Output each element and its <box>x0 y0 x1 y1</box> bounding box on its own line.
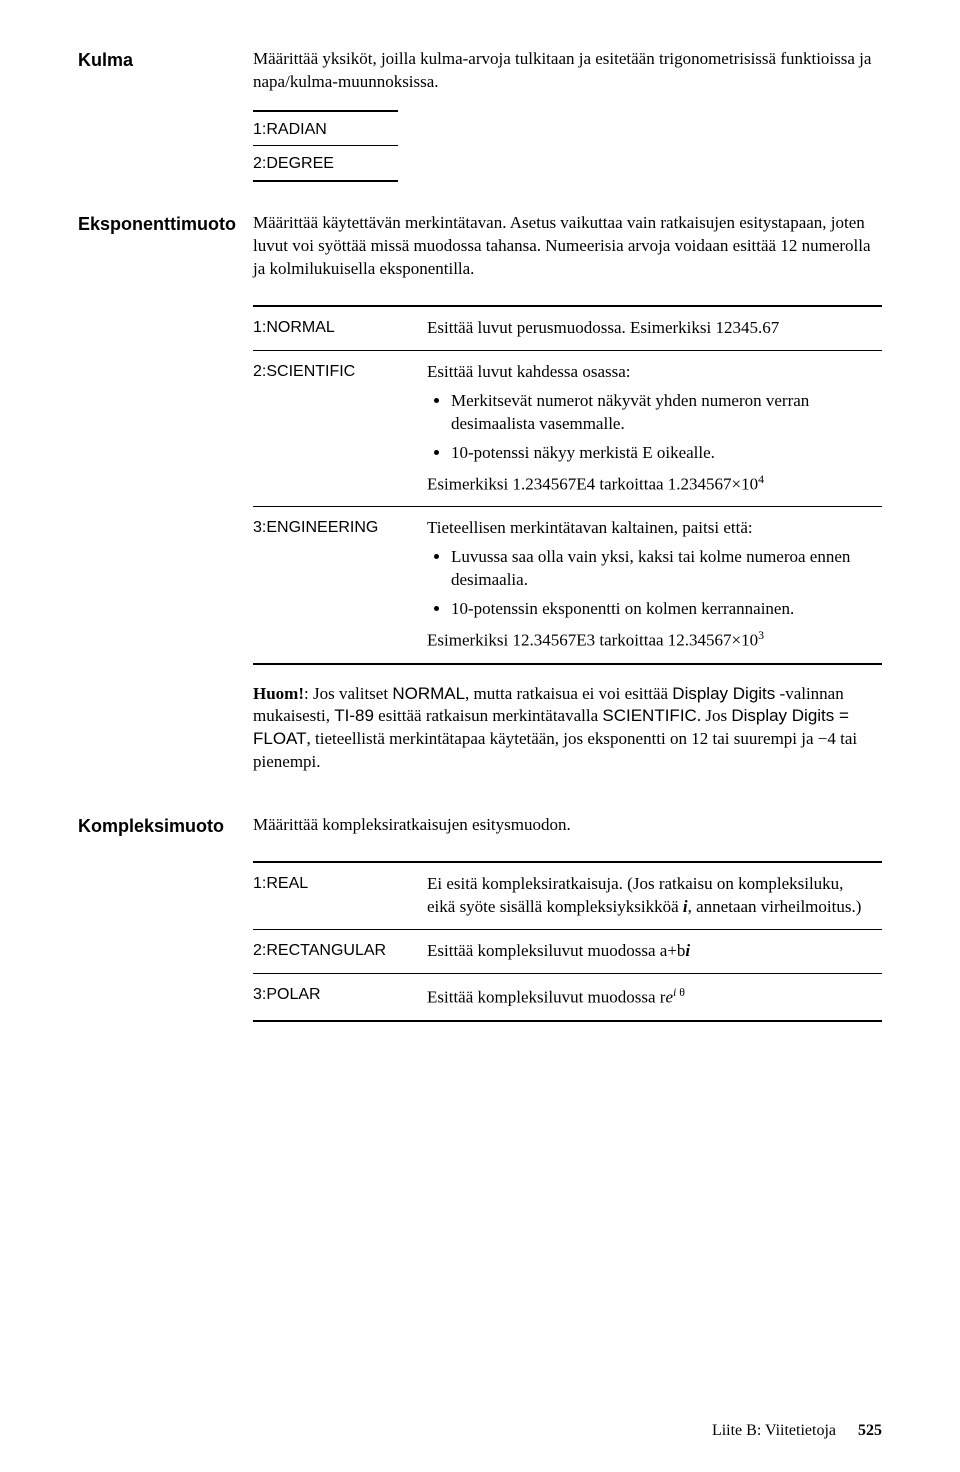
sci-ex-pre: Esimerkiksi 1.234567 <box>427 474 576 493</box>
polar-sup2: θ <box>679 985 685 999</box>
scientific-bullet-2: 10-potenssi näkyy merkistä E oikealle. <box>451 442 874 465</box>
note-t6: , tieteellistä merkintätapaa käytetään, … <box>253 729 857 771</box>
scientific-lead: Esittää luvut kahdessa osassa: <box>427 362 631 381</box>
polar-t1: Esittää kompleksiluvut muodossa r <box>427 988 665 1007</box>
desc-normal: Esittää luvut perusmuodossa. Esimerkiksi… <box>427 306 882 350</box>
option-radian: 1:RADIAN <box>253 111 398 146</box>
eng-ex-mid: 3 tarkoittaa 12.34567×10 <box>587 631 759 650</box>
heading-kompleksi: Kompleksimuoto <box>78 814 253 1021</box>
desc-polar: Esittää kompleksiluvut muodossa rei θ <box>427 974 882 1021</box>
sci-b2-pre: 10-potenssi näkyy merkistä <box>451 443 642 462</box>
desc-real: Ei esitä kompleksiratkaisuja. (Jos ratka… <box>427 862 882 929</box>
note-t4: esittää ratkaisun merkintätavalla <box>374 706 602 725</box>
body-eksponentti: Määrittää käytettävän merkintätavan. Ase… <box>253 212 882 784</box>
heading-kulma: Kulma <box>78 48 253 182</box>
scientific-bullet-1: Merkitsevät numerot näkyvät yhden numero… <box>451 390 874 436</box>
polar-e: e <box>665 988 673 1007</box>
eng-ex-pre: Esimerkiksi 12.34567 <box>427 631 576 650</box>
section-kompleksi: Kompleksimuoto Määrittää kompleksiratkai… <box>78 814 882 1021</box>
eng-bullet-2: 10-potenssin eksponentti on kolmen kerra… <box>451 598 874 621</box>
eksponentti-note: Huom!: Jos valitset NORMAL, mutta ratkai… <box>253 683 882 775</box>
body-kulma: Määrittää yksiköt, joilla kulma-arvoja t… <box>253 48 882 182</box>
page-number: 525 <box>858 1422 882 1439</box>
label-polar: 3:POLAR <box>253 974 427 1021</box>
section-eksponentti: Eksponenttimuoto Määrittää käytettävän m… <box>78 212 882 784</box>
sci-b2-e: E <box>642 443 652 462</box>
footer-text: Liite B: Viitetietoja <box>712 1422 836 1439</box>
note-w2: Display Digits <box>672 684 775 703</box>
option-degree: 2:DEGREE <box>253 146 398 181</box>
row-engineering: 3:ENGINEERING Tieteellisen merkintätavan… <box>253 507 882 664</box>
note-w1: NORMAL <box>392 684 465 703</box>
note-t1: : Jos valitset <box>304 684 392 703</box>
sci-ex-sup: 4 <box>758 472 764 486</box>
row-real: 1:REAL Ei esitä kompleksiratkaisuja. (Jo… <box>253 862 882 929</box>
note-bold: Huom! <box>253 684 304 703</box>
para-kompleksi: Määrittää kompleksiratkaisujen esitysmuo… <box>253 814 882 837</box>
label-scientific: 2:SCIENTIFIC <box>253 350 427 506</box>
label-rectangular: 2:RECTANGULAR <box>253 930 427 974</box>
eng-bullet-1: Luvussa saa olla vain yksi, kaksi tai ko… <box>451 546 874 592</box>
sci-ex-e: E <box>576 474 586 493</box>
row-rectangular: 2:RECTANGULAR Esittää kompleksiluvut muo… <box>253 930 882 974</box>
section-kulma: Kulma Määrittää yksiköt, joilla kulma-ar… <box>78 48 882 182</box>
row-normal: 1:NORMAL Esittää luvut perusmuodossa. Es… <box>253 306 882 350</box>
eng-ex-e: E <box>576 631 586 650</box>
note-t2: , mutta ratkaisua ei voi esittää <box>465 684 672 703</box>
para-kulma: Määrittää yksiköt, joilla kulma-arvoja t… <box>253 48 882 94</box>
eng-lead: Tieteellisen merkintätavan kaltainen, pa… <box>427 518 753 537</box>
desc-rectangular: Esittää kompleksiluvut muodossa a+bi <box>427 930 882 974</box>
body-kompleksi: Määrittää kompleksiratkaisujen esitysmuo… <box>253 814 882 1021</box>
heading-eksponentti: Eksponenttimuoto <box>78 212 253 784</box>
label-engineering: 3:ENGINEERING <box>253 507 427 664</box>
eng-ex-sup: 3 <box>758 628 764 642</box>
rect-i: i <box>685 941 690 960</box>
label-normal: 1:NORMAL <box>253 306 427 350</box>
sci-ex-mid: 4 tarkoittaa 1.234567×10 <box>587 474 759 493</box>
eksponentti-table: 1:NORMAL Esittää luvut perusmuodossa. Es… <box>253 305 882 665</box>
desc-scientific: Esittää luvut kahdessa osassa: Merkitsev… <box>427 350 882 506</box>
sci-b2-post: oikealle. <box>653 443 715 462</box>
real-t2: , annetaan virheilmoitus.) <box>688 897 862 916</box>
note-w3: TI-89 <box>334 706 374 725</box>
para-eksponentti: Määrittää käytettävän merkintätavan. Ase… <box>253 212 882 281</box>
desc-engineering: Tieteellisen merkintätavan kaltainen, pa… <box>427 507 882 664</box>
label-real: 1:REAL <box>253 862 427 929</box>
note-w4: SCIENTIFIC <box>602 706 696 725</box>
row-polar: 3:POLAR Esittää kompleksiluvut muodossa … <box>253 974 882 1021</box>
rect-t1: Esittää kompleksiluvut muodossa a+b <box>427 941 685 960</box>
kompleksi-table: 1:REAL Ei esitä kompleksiratkaisuja. (Jo… <box>253 861 882 1021</box>
row-scientific: 2:SCIENTIFIC Esittää luvut kahdessa osas… <box>253 350 882 506</box>
page-footer: Liite B: Viitetietoja 525 <box>712 1422 882 1440</box>
kulma-options-table: 1:RADIAN 2:DEGREE <box>253 110 398 182</box>
note-t5: . Jos <box>697 706 731 725</box>
